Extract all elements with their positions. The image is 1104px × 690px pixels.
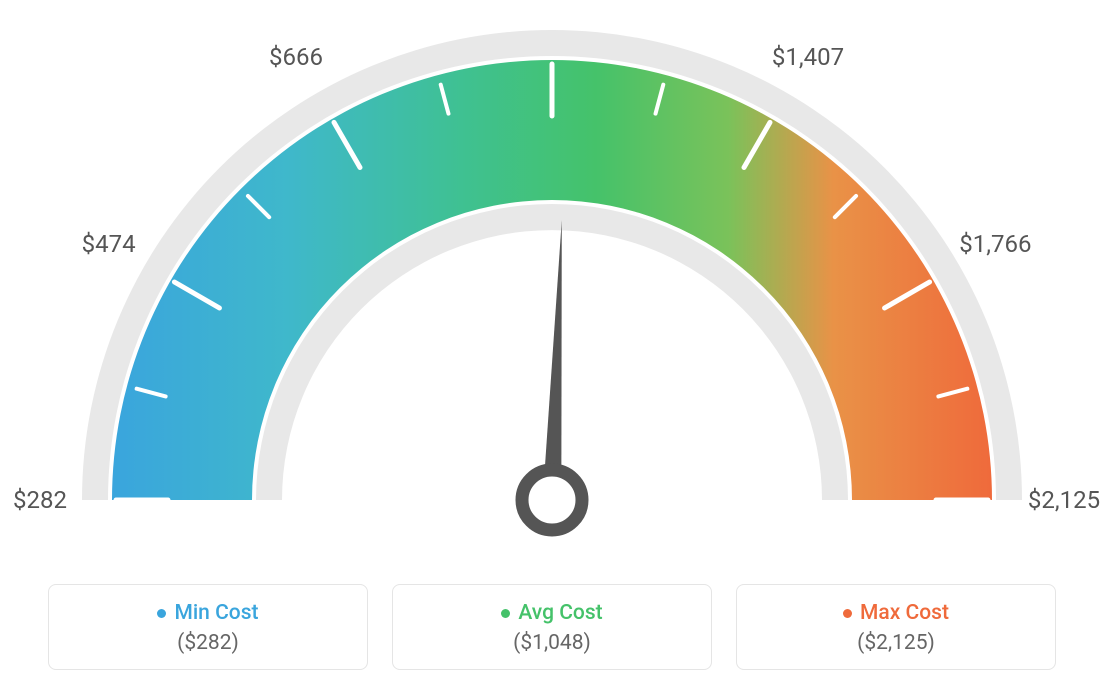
legend-title-text-avg: Avg Cost <box>518 601 602 625</box>
legend-card-avg: Avg Cost ($1,048) <box>392 584 712 670</box>
gauge-area: $282 $474 $666 $1,048 $1,407 $1,766 $2,125 <box>0 0 1104 560</box>
gauge-tick-label: $666 <box>269 43 323 71</box>
legend-card-max: Max Cost ($2,125) <box>736 584 1056 670</box>
gauge-tick-label: $1,407 <box>772 43 844 71</box>
legend-value-max: ($2,125) <box>757 631 1035 655</box>
legend-title-avg: Avg Cost <box>501 601 602 625</box>
legend-dot-max <box>843 609 852 618</box>
gauge-tick-label: $474 <box>82 230 136 258</box>
legend-dot-avg <box>501 609 510 618</box>
legend-row: Min Cost ($282) Avg Cost ($1,048) Max Co… <box>0 584 1104 670</box>
gauge-tick-label: $2,125 <box>1028 486 1100 514</box>
legend-value-min: ($282) <box>69 631 347 655</box>
legend-title-max: Max Cost <box>843 601 949 625</box>
legend-title-min: Min Cost <box>157 601 258 625</box>
legend-title-text-min: Min Cost <box>174 601 258 625</box>
gauge-tick-label: $1,048 <box>516 0 588 2</box>
gauge-tick-label: $1,766 <box>959 230 1031 258</box>
legend-dot-min <box>157 609 166 618</box>
legend-value-avg: ($1,048) <box>413 631 691 655</box>
cost-gauge-chart: $282 $474 $666 $1,048 $1,407 $1,766 $2,125 Min… <box>0 0 1104 690</box>
legend-card-min: Min Cost ($282) <box>48 584 368 670</box>
gauge-svg <box>0 0 1104 560</box>
gauge-tick-label: $282 <box>13 486 67 514</box>
legend-title-text-max: Max Cost <box>860 601 949 625</box>
